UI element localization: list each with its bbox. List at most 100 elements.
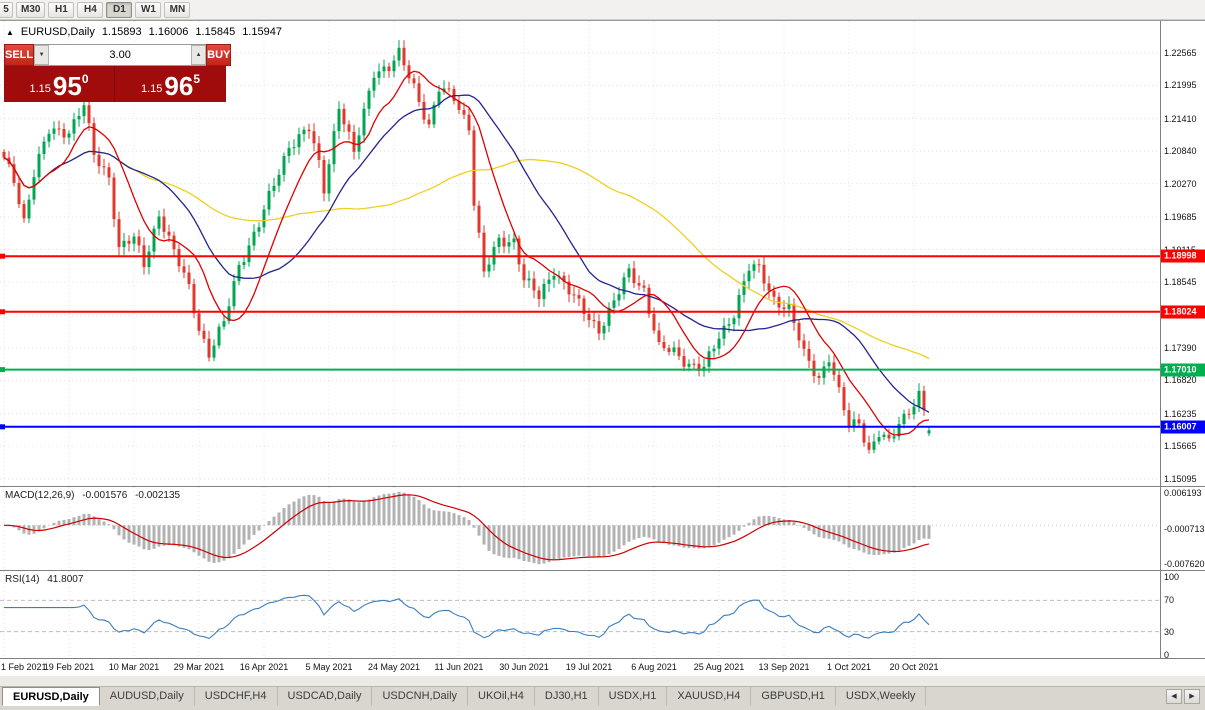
rsi-tick-label: 100 (1164, 572, 1180, 582)
ohlc-open: 1.15893 (101, 26, 142, 38)
date-label: 5 May 2021 (305, 662, 353, 672)
rsi-label: RSI(14) (5, 574, 40, 585)
sell-price-display[interactable]: 1.15 95 0 (4, 66, 115, 102)
macd-value-main: -0.001576 (82, 490, 128, 501)
macd-tick-label: -0.000713 (1164, 523, 1205, 534)
tab-gbpusd-h1[interactable]: GBPUSD,H1 (751, 687, 836, 706)
volume-field: ▼ ▲ (34, 44, 207, 66)
rsi-axis: 100 70 30 0 (1160, 571, 1205, 660)
one-click-trading-panel: SELL ▼ ▲ BUY 1.15 95 0 (4, 44, 232, 102)
sell-button[interactable]: SELL (4, 44, 35, 66)
tab-eurusd-daily[interactable]: EURUSD,Daily (2, 687, 100, 706)
price-chart-panel: 1.22565 1.21995 1.21410 1.20840 1.20270 1.196… (0, 20, 1205, 486)
tabs-scroll-left-button[interactable]: ◀ (1166, 689, 1182, 704)
chevron-down-icon: ▼ (38, 52, 45, 58)
timeframe-button-5[interactable]: 5 (0, 1, 13, 18)
buy-button[interactable]: BUY (206, 44, 232, 66)
price-tick-label: 1.21410 (1164, 113, 1197, 124)
macd-tick-label: 0.006193 (1164, 488, 1202, 498)
price-tick-label: 1.17390 (1164, 342, 1197, 353)
ma-lines-layer (3, 70, 930, 436)
price-tick-label: 1.16820 (1164, 375, 1197, 386)
price-line-tag: 1.18024 (1161, 305, 1205, 319)
price-line-tag: 1.18998 (1161, 249, 1205, 263)
price-tick-label: 1.16235 (1164, 408, 1197, 419)
candles-layer (2, 40, 931, 454)
price-tick-label: 1.15095 (1164, 473, 1197, 484)
chart-symbol-label: EURUSD,Daily (20, 26, 95, 38)
rsi-tick-label: 30 (1164, 626, 1175, 637)
rsi-chart (0, 571, 1160, 658)
macd-tick-label: -0.007620 (1164, 559, 1205, 569)
tab-usdcnh-daily[interactable]: USDCNH,Daily (372, 687, 469, 706)
price-tick-label: 1.18545 (1164, 277, 1197, 288)
price-tick-label: 1.15665 (1164, 441, 1197, 452)
date-label: 11 Jun 2021 (434, 662, 484, 672)
buy-price-prefix: 1.15 (140, 83, 163, 95)
price-tick-label: 1.20270 (1164, 178, 1197, 189)
tab-usdx-weekly[interactable]: USDX,Weekly (836, 687, 927, 706)
date-label: 24 May 2021 (367, 662, 421, 672)
price-tick-label: 1.19685 (1164, 211, 1197, 222)
date-label: 13 Sep 2021 (758, 662, 810, 672)
volume-input[interactable] (49, 45, 192, 65)
price-line-tag: 1.16007 (1161, 420, 1205, 434)
date-label: 1 Oct 2021 (826, 662, 872, 672)
macd-signal-line (3, 494, 930, 561)
macd-panel: 0.006193 -0.000713 -0.007620 MACD(12,26,9)… (0, 486, 1205, 570)
tab-xauusd-h4[interactable]: XAUUSD,H4 (667, 687, 752, 706)
date-label: 19 Jul 2021 (565, 662, 613, 672)
arrow-right-icon: ▶ (1189, 693, 1195, 700)
tab-usdx-h1[interactable]: USDX,H1 (599, 687, 668, 706)
tab-usdcad-daily[interactable]: USDCAD,Daily (278, 687, 373, 706)
trade-prices-row: 1.15 95 0 1.15 96 5 (4, 66, 226, 102)
tabs-scroll-controls: ◀ ▶ (1166, 687, 1200, 704)
ohlc-low: 1.15845 (195, 26, 236, 38)
timeframe-button-m30[interactable]: M30 (16, 1, 46, 18)
rsi-tick-label: 70 (1164, 595, 1175, 606)
date-label: 19 Feb 2021 (43, 662, 95, 672)
chevron-up-icon: ▲ (195, 52, 202, 58)
date-label: 25 Aug 2021 (693, 662, 745, 672)
tab-usdchf-h4[interactable]: USDCHF,H4 (195, 687, 278, 706)
buy-price-display[interactable]: 1.15 96 5 (115, 66, 226, 102)
chart-header: ▲ EURUSD,Daily 1.15893 1.16006 1.15845 1… (6, 26, 282, 38)
macd-value-signal: -0.002135 (135, 490, 181, 501)
timeframe-button-h4[interactable]: H4 (77, 1, 104, 18)
tab-ukoil-h4[interactable]: UKOil,H4 (468, 687, 535, 706)
macd-indicator-label: MACD(12,26,9) -0.001576 -0.002135 (5, 490, 185, 501)
bottom-spacer (0, 676, 1205, 686)
price-axis: 1.22565 1.21995 1.21410 1.20840 1.20270 1.196… (1160, 21, 1205, 486)
date-label: 6 Aug 2021 (631, 662, 677, 672)
timeframe-toolbar: 5 M30 H1 H4 D1 W1 MN (0, 0, 1205, 20)
date-label: 29 Mar 2021 (173, 662, 225, 672)
price-tick-label: 1.22565 (1164, 47, 1197, 58)
time-axis: 1 Feb 2021 19 Feb 2021 10 Mar 2021 29 Mar 2… (0, 658, 1205, 676)
rsi-value: 41.8007 (47, 574, 84, 585)
timeframe-button-w1[interactable]: W1 (135, 1, 162, 18)
rsi-line (4, 594, 930, 640)
timeframe-button-h1[interactable]: H1 (48, 1, 75, 18)
timeframe-button-d1[interactable]: D1 (106, 1, 133, 18)
macd-chart (0, 487, 1160, 570)
tab-dj30-h1[interactable]: DJ30,H1 (535, 687, 599, 706)
sell-price-main: 95 (52, 71, 82, 101)
price-tick-label: 1.19115 (1164, 245, 1196, 255)
volume-decrease-button[interactable]: ▼ (34, 45, 50, 65)
macd-label: MACD(12,26,9) (5, 490, 75, 501)
tab-audusd-daily[interactable]: AUDUSD,Daily (100, 687, 195, 706)
rsi-tick-label: 0 (1164, 650, 1170, 660)
price-tick-label: 1.21995 (1164, 80, 1197, 91)
volume-increase-button[interactable]: ▲ (191, 45, 207, 65)
timeframe-button-mn[interactable]: MN (164, 1, 191, 18)
tabs-scroll-right-button[interactable]: ▶ (1184, 689, 1200, 704)
date-label: 20 Oct 2021 (889, 662, 939, 672)
rsi-grid-layer (0, 571, 1160, 658)
buy-price-pipette: 5 (193, 72, 201, 86)
price-line-tag: 1.17010 (1161, 363, 1205, 377)
price-chart[interactable] (0, 21, 1160, 486)
sell-price-prefix: 1.15 (29, 83, 51, 95)
ohlc-close: 1.15947 (242, 26, 282, 38)
rsi-indicator-label: RSI(14) 41.8007 (5, 574, 88, 585)
